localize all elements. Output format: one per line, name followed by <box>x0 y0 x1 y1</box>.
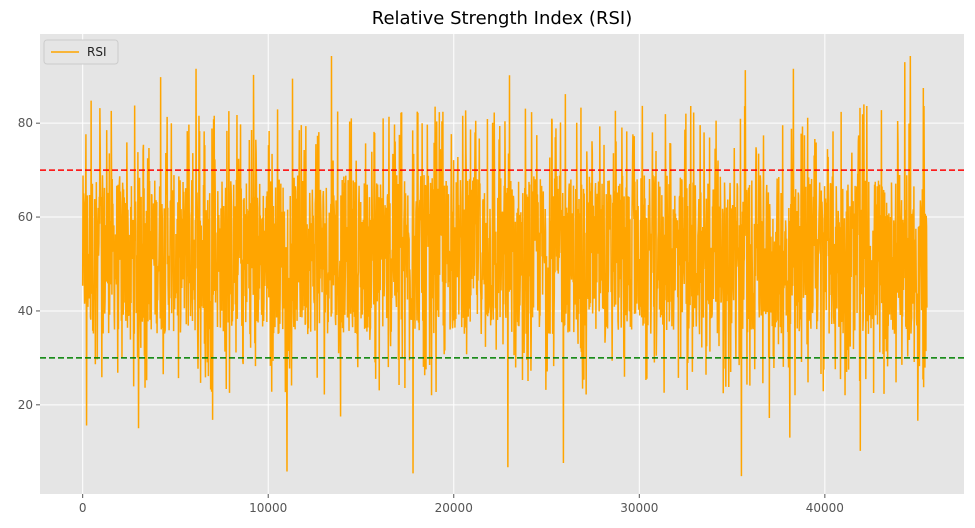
x-tick-label: 0 <box>79 501 87 515</box>
reference-lines <box>40 169 964 359</box>
series-layer <box>81 56 928 477</box>
y-tick-label: 60 <box>18 210 33 224</box>
x-tick-label: 20000 <box>435 501 473 515</box>
x-tick-label: 10000 <box>249 501 287 515</box>
y-tick-label: 20 <box>18 398 33 412</box>
x-tick-label: 40000 <box>806 501 844 515</box>
legend-label-rsi: RSI <box>87 45 107 59</box>
chart-title: Relative Strength Index (RSI) <box>372 8 632 29</box>
tick-labels: 0 10000 20000 30000 40000 20 40 60 80 <box>18 116 844 515</box>
legend: RSI <box>43 39 119 65</box>
x-tick-label: 30000 <box>620 501 658 515</box>
rsi-series-line <box>81 56 928 477</box>
y-tick-label: 80 <box>18 116 33 130</box>
y-tick-label: 40 <box>18 304 33 318</box>
legend-box <box>43 39 119 65</box>
